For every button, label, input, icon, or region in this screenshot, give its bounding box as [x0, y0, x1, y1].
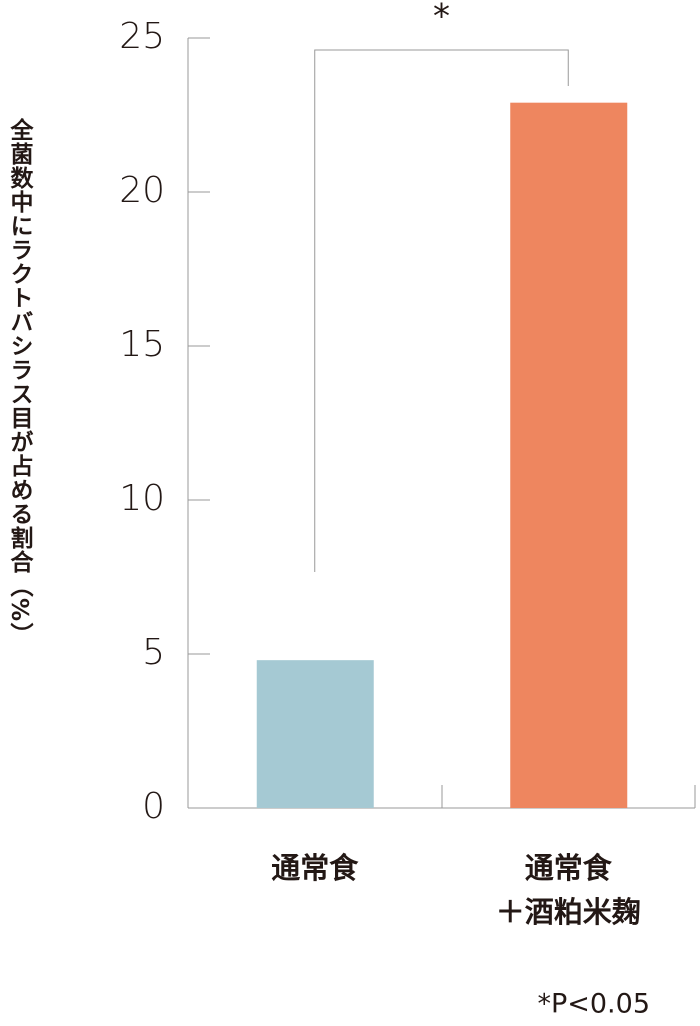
y-tick-label: 5	[142, 632, 165, 673]
x-tick-label: 通常食	[271, 851, 359, 885]
x-tick-label: ＋酒粕米麹	[496, 895, 641, 929]
significance-marker: *	[433, 0, 450, 37]
y-tick-label: 20	[119, 170, 165, 211]
bar	[256, 660, 374, 808]
note: *P<0.05	[537, 989, 650, 1020]
x-tick-label: 通常食	[525, 851, 613, 885]
y-axis-label: 全菌数中にラクトバシラス目が占める割合（%）	[6, 118, 32, 647]
y-tick-label: 25	[119, 16, 165, 57]
y-tick-label: 10	[119, 478, 165, 519]
significance-bracket	[314, 49, 569, 572]
y-tick-label: 15	[119, 324, 165, 365]
y-tick-label: 0	[142, 786, 165, 827]
bar	[510, 102, 628, 809]
